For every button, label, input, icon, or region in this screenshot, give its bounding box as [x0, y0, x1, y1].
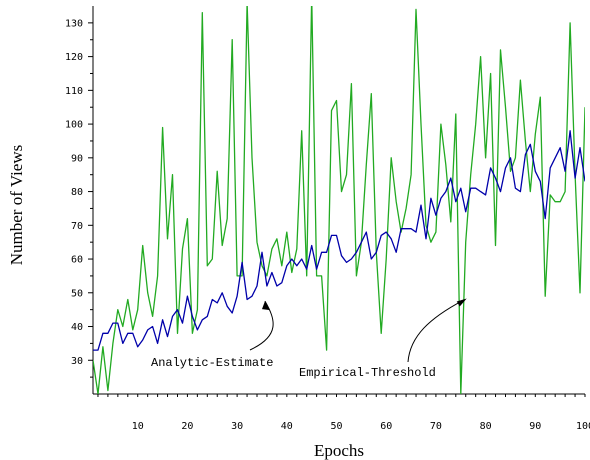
annotation-arrow-analytic	[249, 300, 274, 351]
x-tick-label: 90	[529, 421, 541, 432]
x-tick-label: 60	[380, 421, 392, 432]
x-tick-label: 70	[430, 421, 442, 432]
annotation-arrowhead-empirical	[456, 298, 467, 307]
series-line-empirical-threshold	[93, 6, 585, 394]
y-tick-label: 130	[65, 18, 83, 29]
annotation-empirical-threshold: Empirical-Threshold	[299, 366, 436, 380]
y-tick-label: 50	[71, 288, 83, 299]
x-axis-title: Epochs	[314, 441, 364, 460]
x-ticks: 10 20 30 40 50 60 70 80 90 100	[97, 394, 590, 432]
y-tick-label: 120	[65, 52, 83, 63]
annotations: Analytic-Estimate Empirical-Threshold	[151, 298, 467, 380]
y-tick-label: 80	[71, 187, 83, 198]
annotation-analytic-estimate: Analytic-Estimate	[151, 356, 273, 370]
annotation-arrowhead-analytic	[261, 301, 270, 311]
x-tick-label: 40	[281, 421, 293, 432]
x-tick-label: 50	[330, 421, 342, 432]
y-tick-label: 100	[65, 120, 83, 131]
x-tick-label: 80	[480, 421, 492, 432]
x-tick-label: 100	[576, 421, 590, 432]
y-tick-label: 30	[71, 356, 83, 367]
y-tick-label: 110	[65, 86, 83, 97]
x-tick-label: 20	[181, 421, 193, 432]
series-line-analytic-estimate	[93, 130, 585, 351]
series-group	[93, 6, 585, 394]
y-ticks: 30 40 50 60 70 80 90 100 110 120 130	[65, 18, 93, 378]
y-tick-label: 40	[71, 322, 83, 333]
y-tick-label: 60	[71, 255, 83, 266]
y-tick-label: 90	[71, 153, 83, 164]
y-tick-label: 70	[71, 221, 83, 232]
x-tick-label: 30	[231, 421, 243, 432]
x-tick-label: 10	[132, 421, 144, 432]
annotation-arrow-empirical	[407, 300, 463, 363]
y-axis-title: Number of Views	[7, 145, 26, 265]
